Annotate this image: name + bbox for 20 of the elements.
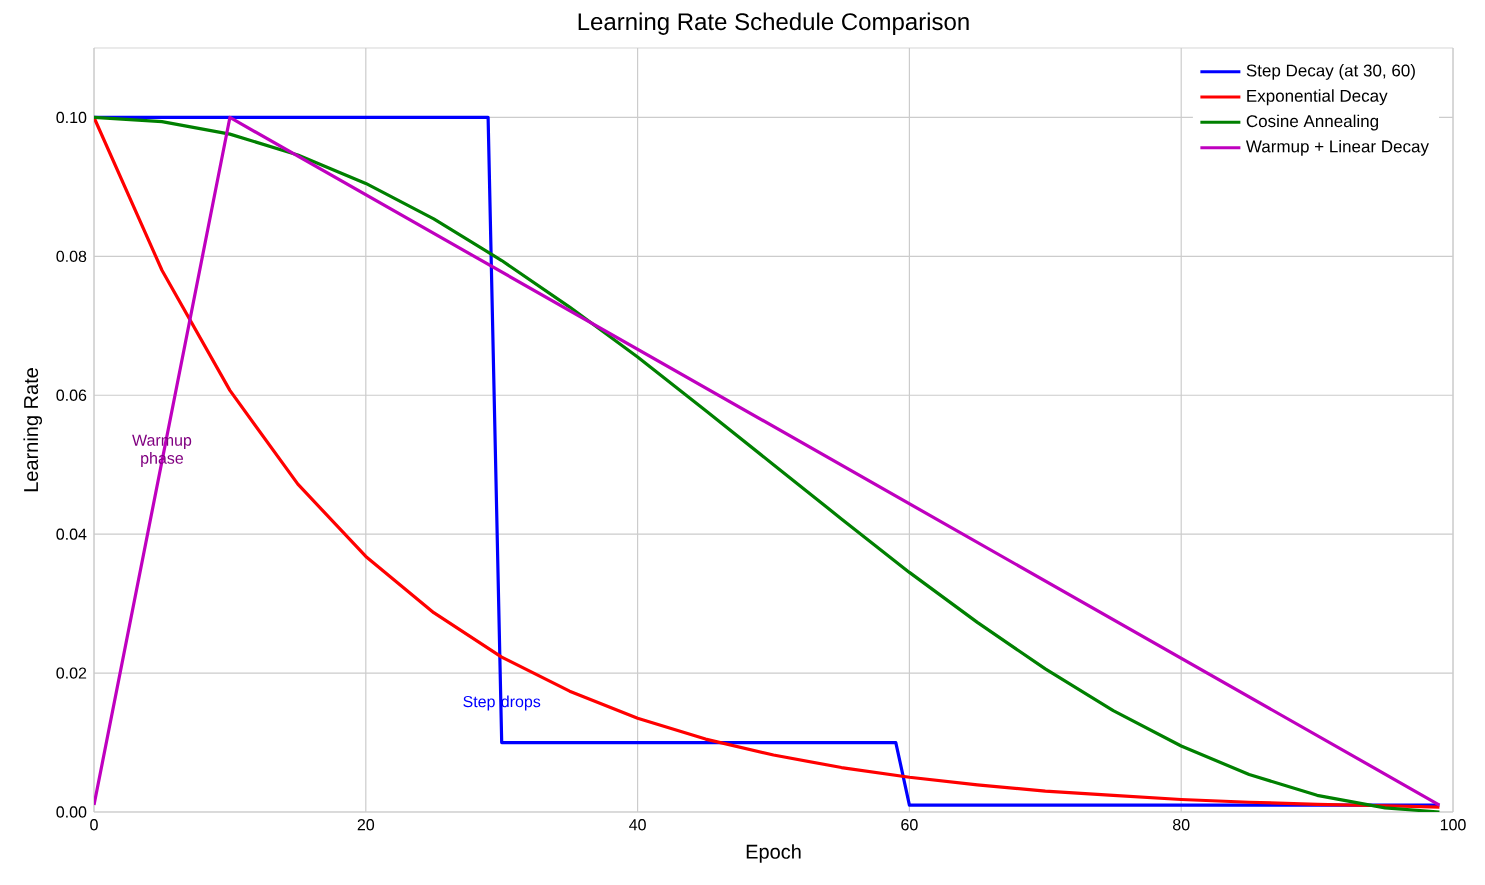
x-tick-label: 100: [1440, 819, 1466, 831]
y-axis-title: Learning Rate: [23, 368, 43, 492]
y-tick-label: 0.04: [56, 528, 87, 540]
legend-label: Exponential Decay: [1247, 89, 1388, 106]
x-tick-label: 60: [901, 819, 918, 831]
legend-label: Cosine Annealing: [1246, 114, 1379, 131]
y-tick-label: 0.00: [56, 806, 87, 818]
x-tick-label: 40: [629, 819, 646, 831]
y-tick-label: 0.08: [56, 250, 87, 263]
annotation: Step drops: [463, 695, 541, 711]
x-tick-label: 20: [357, 819, 375, 831]
legend-label: Warmup + Linear Decay: [1245, 139, 1429, 156]
y-tick-label: 0.06: [56, 389, 87, 401]
x-axis-title: Epoch: [746, 844, 801, 863]
x-tick-label: 80: [1173, 819, 1190, 831]
chart-title: Learning Rate Schedule Comparison: [578, 12, 969, 35]
y-tick-label: 0.02: [56, 667, 87, 679]
y-tick-label: 0.10: [56, 111, 87, 124]
x-tick-label: 0: [90, 819, 98, 831]
legend-label: Step Decay (at 30, 60): [1246, 64, 1415, 80]
